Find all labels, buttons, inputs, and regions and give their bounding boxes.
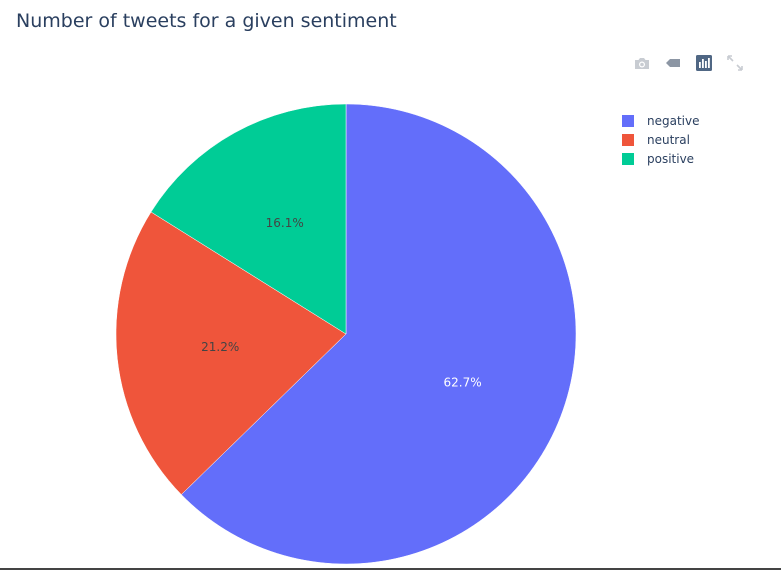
bottom-border — [0, 568, 781, 570]
modebar — [630, 50, 746, 76]
pie-slice-negative[interactable] — [180, 103, 577, 565]
legend-swatch-negative — [622, 114, 634, 127]
legend-label-negative: negative — [647, 113, 700, 128]
legend-label-neutral: neutral — [647, 132, 690, 147]
pie-slice-neutral[interactable] — [115, 211, 347, 495]
pie-slice-positive[interactable] — [150, 103, 347, 335]
tag-icon[interactable] — [661, 52, 684, 75]
expand-icon[interactable] — [723, 52, 746, 75]
legend-item-negative[interactable]: negative — [622, 111, 699, 130]
legend-item-neutral[interactable]: neutral — [622, 130, 699, 149]
legend-label-positive: positive — [647, 151, 695, 166]
chart-title: Number of tweets for a given sentiment — [16, 10, 397, 32]
plotly-logo-icon[interactable] — [692, 52, 715, 75]
camera-icon[interactable] — [630, 52, 653, 75]
legend-swatch-neutral — [622, 133, 634, 146]
pie-label-neutral: 21.2% — [201, 340, 239, 354]
legend: negative neutral positive — [622, 111, 699, 168]
legend-swatch-positive — [622, 152, 634, 165]
pie-label-positive: 16.1% — [266, 216, 304, 230]
pie-label-negative: 62.7% — [444, 376, 482, 390]
legend-item-positive[interactable]: positive — [622, 149, 699, 168]
